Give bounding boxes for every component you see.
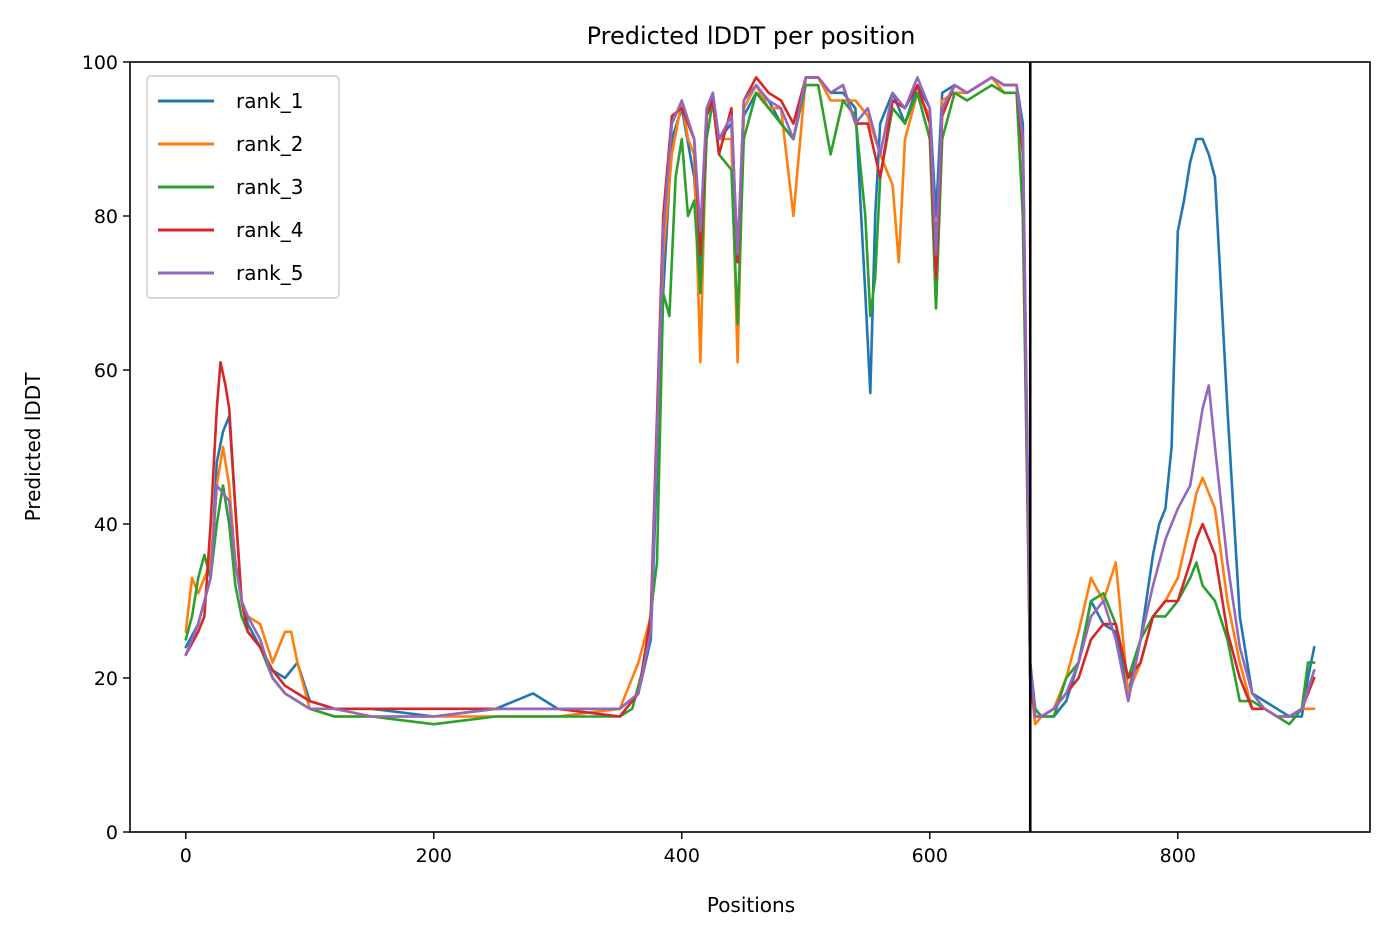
y-tick-label: 20: [94, 668, 118, 690]
y-tick-label: 100: [82, 52, 118, 74]
y-tick-label: 80: [94, 206, 118, 228]
legend: rank_1 rank_2 rank_3 rank_4 rank_5: [146, 75, 340, 299]
y-axis-label: Predicted lDDT: [21, 372, 45, 522]
legend-label-rank_5: rank_5: [236, 261, 303, 285]
plot-area: [129, 61, 1371, 833]
x-axis: 0 200 400 600 800: [180, 832, 1196, 867]
x-tick-label: 200: [416, 845, 452, 867]
x-axis-label: Positions: [707, 893, 795, 917]
series-line-rank_3: [184, 83, 1316, 726]
y-axis: 0 20 40 60 80 100: [82, 52, 130, 844]
y-tick-label: 0: [106, 822, 118, 844]
legend-label-rank_2: rank_2: [236, 132, 303, 156]
legend-items: rank_1 rank_2 rank_3 rank_4 rank_5: [158, 89, 303, 285]
chart-title: Predicted lDDT per position: [587, 22, 916, 50]
plot-frame: [129, 61, 1371, 833]
legend-label-rank_1: rank_1: [236, 89, 303, 113]
legend-label-rank_3: rank_3: [236, 175, 303, 199]
y-tick-label: 40: [94, 514, 118, 536]
x-tick-label: 0: [180, 845, 192, 867]
x-tick-label: 600: [912, 845, 948, 867]
legend-label-rank_4: rank_4: [236, 218, 303, 242]
x-tick-label: 400: [664, 845, 700, 867]
series-layer: [184, 76, 1316, 726]
series-line-rank_2: [184, 76, 1316, 726]
legend-box: [146, 75, 340, 299]
y-tick-label: 60: [94, 360, 118, 382]
series-line-rank_5: [184, 76, 1316, 718]
x-tick-label: 800: [1160, 845, 1196, 867]
